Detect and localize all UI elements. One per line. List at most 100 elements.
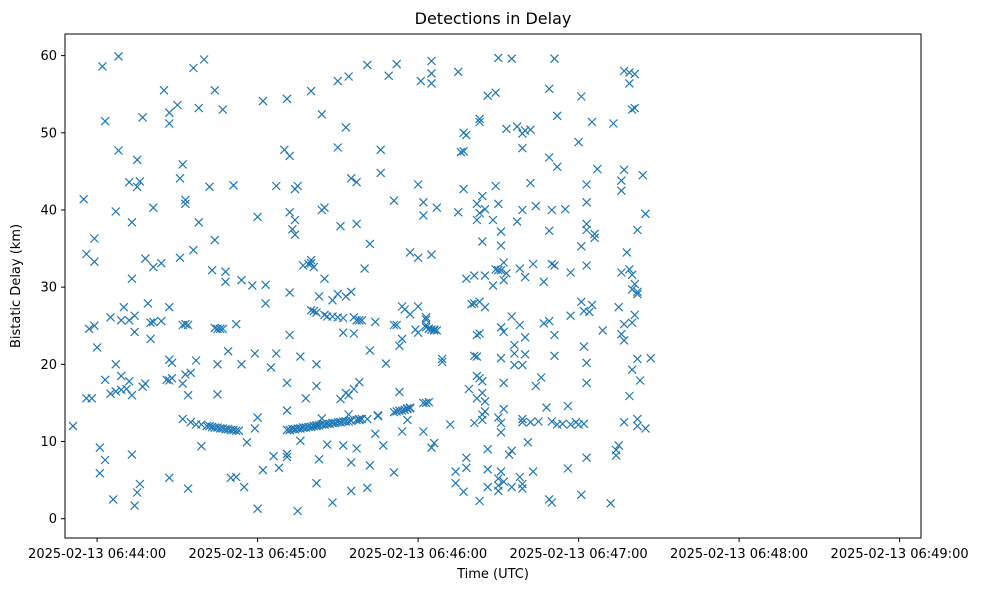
data-point — [427, 250, 436, 260]
data-point — [320, 274, 329, 284]
data-point — [566, 311, 576, 321]
data-point — [493, 265, 503, 275]
data-point — [539, 277, 549, 287]
data-point — [459, 184, 469, 194]
data-point — [517, 479, 527, 489]
data-point — [234, 426, 244, 436]
data-point — [413, 180, 423, 189]
data-point — [496, 427, 506, 437]
data-point — [641, 209, 650, 219]
data-point — [552, 162, 562, 172]
data-point — [328, 498, 337, 507]
data-point — [362, 60, 372, 70]
data-point — [140, 379, 150, 389]
data-point — [338, 313, 348, 323]
data-point — [135, 479, 145, 489]
data-point — [413, 253, 423, 263]
data-point — [306, 258, 316, 268]
data-point — [84, 324, 94, 334]
data-point — [496, 467, 506, 477]
data-point — [590, 229, 600, 239]
data-point — [293, 181, 303, 191]
data-point — [493, 474, 503, 484]
data-point — [186, 368, 196, 378]
data-point — [127, 450, 137, 460]
data-point — [242, 437, 252, 447]
data-point — [213, 389, 222, 399]
data-point — [290, 215, 300, 225]
data-point — [496, 322, 506, 332]
data-point — [148, 203, 158, 213]
data-point — [282, 94, 292, 104]
data-point — [282, 378, 292, 388]
data-point — [130, 327, 140, 337]
data-point — [512, 217, 522, 227]
data-point — [576, 490, 586, 500]
data-point — [616, 268, 626, 277]
data-point — [143, 298, 153, 308]
data-point — [285, 207, 295, 217]
data-point — [194, 103, 204, 113]
data-point — [287, 224, 297, 234]
data-point — [111, 207, 121, 216]
data-point — [221, 267, 230, 277]
data-point — [285, 288, 295, 298]
data-point — [582, 261, 592, 270]
y-tick-label: 10 — [40, 435, 57, 450]
data-point — [124, 376, 134, 386]
data-point — [357, 315, 367, 325]
data-point — [282, 449, 292, 459]
data-point — [159, 85, 169, 95]
data-point — [336, 221, 345, 231]
data-point — [611, 445, 621, 455]
data-point — [432, 203, 442, 213]
data-point — [365, 345, 375, 355]
data-point — [515, 320, 525, 330]
data-point — [480, 302, 490, 312]
data-point — [536, 373, 546, 382]
data-point — [303, 259, 313, 269]
data-point — [509, 349, 519, 358]
data-point — [523, 437, 533, 447]
data-point — [421, 322, 431, 332]
data-point — [156, 316, 166, 326]
y-axis-label: Bistatic Delay (km) — [9, 224, 24, 348]
data-point — [394, 341, 404, 351]
data-point — [544, 226, 554, 236]
data-point — [627, 365, 637, 375]
data-point — [579, 342, 589, 352]
data-point — [140, 254, 150, 264]
data-point — [547, 259, 557, 269]
data-point — [453, 67, 463, 77]
data-point — [322, 440, 332, 450]
data-point — [68, 421, 78, 431]
data-point — [95, 468, 105, 478]
data-point — [108, 494, 118, 504]
data-point — [437, 357, 447, 367]
data-point — [341, 122, 351, 132]
data-point — [312, 381, 321, 391]
data-point — [320, 203, 329, 213]
data-point — [164, 302, 174, 312]
data-point — [130, 501, 140, 511]
data-point — [493, 481, 503, 490]
data-point — [624, 78, 634, 88]
data-point — [210, 85, 220, 95]
data-point — [429, 438, 439, 448]
data-point — [178, 159, 188, 169]
data-point — [472, 352, 482, 362]
y-axis: 0 10 20 30 40 50 60 — [40, 49, 65, 527]
data-point — [301, 393, 311, 403]
data-point — [124, 177, 134, 187]
data-point — [306, 86, 316, 96]
data-point — [389, 320, 399, 330]
data-point — [499, 378, 509, 388]
data-point — [483, 444, 493, 454]
data-point — [515, 264, 525, 274]
data-point — [384, 71, 394, 81]
data-point — [547, 205, 557, 215]
data-point — [632, 287, 642, 297]
data-point — [333, 289, 343, 299]
data-point — [285, 151, 295, 161]
data-point — [507, 482, 517, 492]
